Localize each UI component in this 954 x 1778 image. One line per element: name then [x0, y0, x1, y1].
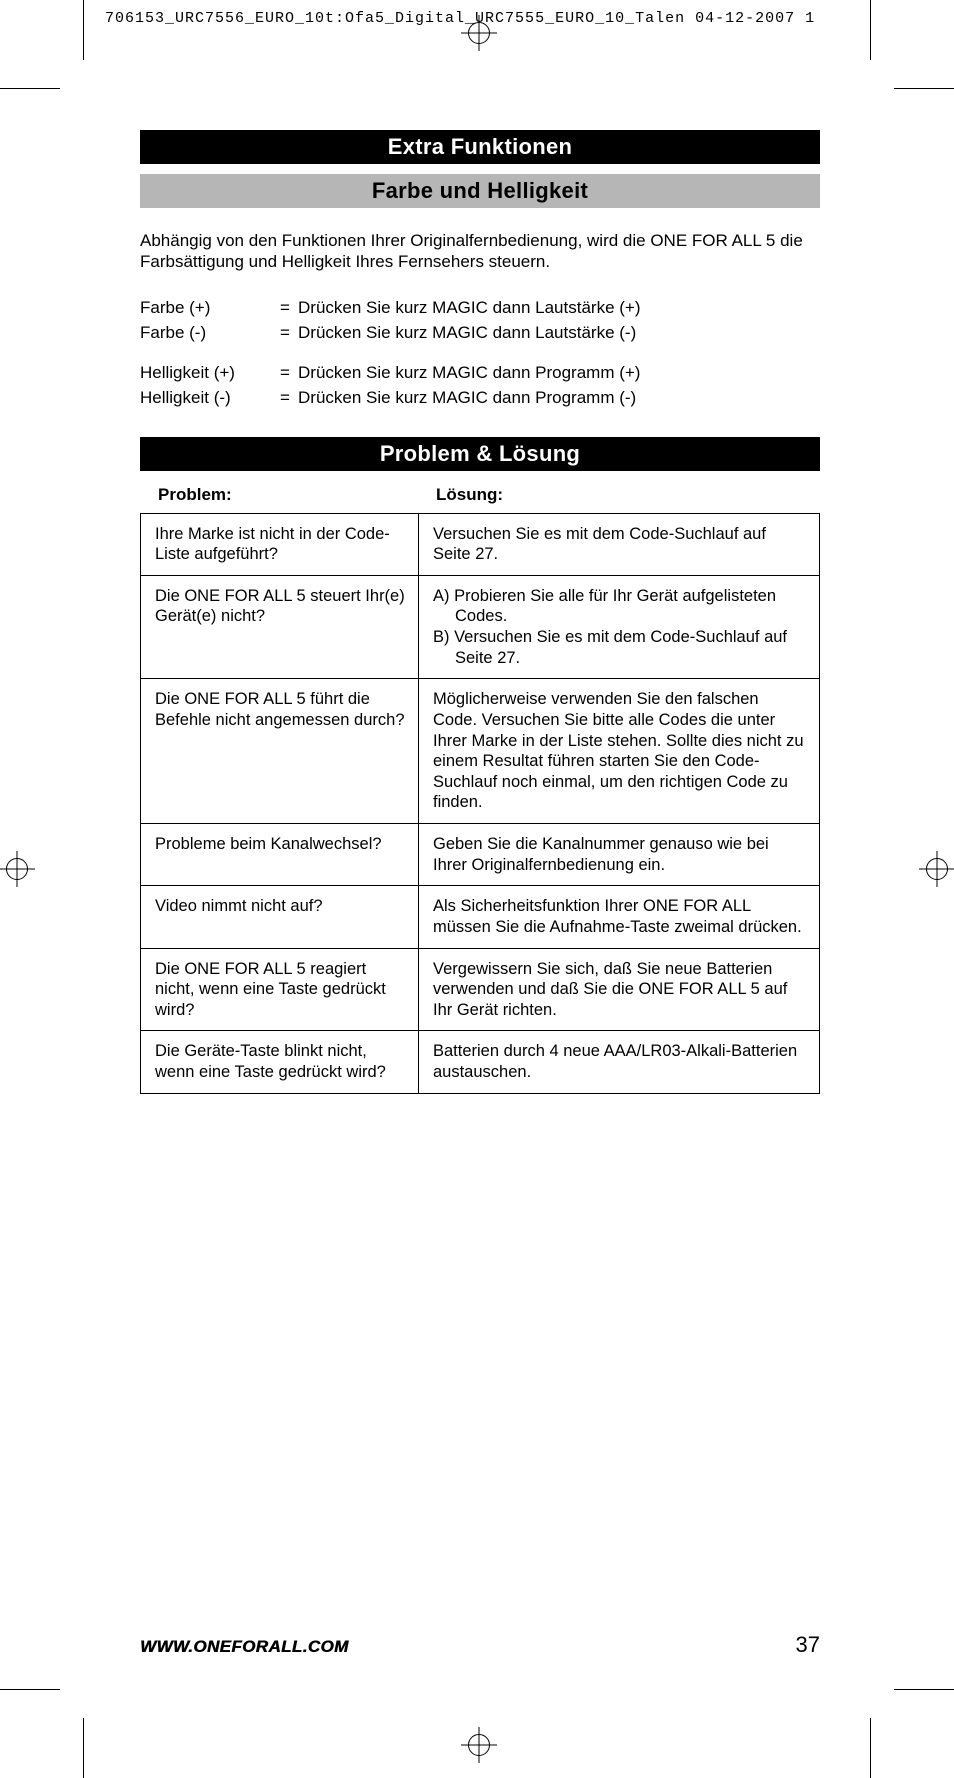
kv-key: Farbe (-): [140, 320, 280, 346]
cell-loesung: Als Sicherheitsfunktion Ihrer ONE FOR AL…: [419, 886, 820, 948]
crop-mark: [83, 0, 84, 60]
intro-paragraph: Abhängig von den Funktionen Ihrer Origin…: [140, 230, 820, 273]
table-row: Die ONE FOR ALL 5 führt die Befehle nich…: [141, 679, 820, 824]
registration-mark: [926, 858, 948, 880]
kv-value: Drücken Sie kurz MAGIC dann Programm (+): [298, 360, 820, 386]
list-item: A) Probieren Sie alle für Ihr Gerät aufg…: [433, 586, 807, 627]
table-row: Die ONE FOR ALL 5 steuert Ihr(e) Gerät(e…: [141, 575, 820, 679]
registration-mark: [6, 858, 28, 880]
cell-problem: Die ONE FOR ALL 5 reagiert nicht, wenn e…: [141, 948, 419, 1031]
page-number: 37: [796, 1632, 820, 1658]
table-row: Ihre Marke ist nicht in der Code-Liste a…: [141, 513, 820, 575]
table-row: Die ONE FOR ALL 5 reagiert nicht, wenn e…: [141, 948, 820, 1031]
cell-loesung: Möglicherweise verwenden Sie den falsche…: [419, 679, 820, 824]
registration-mark: [468, 22, 490, 44]
kv-key: Helligkeit (+): [140, 360, 280, 386]
kv-key: Farbe (+): [140, 295, 280, 321]
cell-problem: Probleme beim Kanalwechsel?: [141, 824, 419, 886]
table-header-problem: Problem:: [158, 485, 436, 505]
kv-equals: =: [280, 360, 298, 386]
registration-mark: [468, 1734, 490, 1756]
cell-loesung: Versuchen Sie es mit dem Code-Suchlauf a…: [419, 513, 820, 575]
cell-loesung: A) Probieren Sie alle für Ihr Gerät aufg…: [419, 575, 820, 679]
cell-loesung: Geben Sie die Kanalnummer genauso wie be…: [419, 824, 820, 886]
kv-equals: =: [280, 385, 298, 411]
cell-problem: Ihre Marke ist nicht in der Code-Liste a…: [141, 513, 419, 575]
cell-problem: Die ONE FOR ALL 5 führt die Befehle nich…: [141, 679, 419, 824]
table-row: Probleme beim Kanalwechsel? Geben Sie di…: [141, 824, 820, 886]
kv-equals: =: [280, 320, 298, 346]
kv-value: Drücken Sie kurz MAGIC dann Lautstärke (…: [298, 295, 820, 321]
kv-equals: =: [280, 295, 298, 321]
heading-extra-funktionen: Extra Funktionen: [140, 130, 820, 164]
crop-mark: [83, 1718, 84, 1778]
heading-farbe-helligkeit: Farbe und Helligkeit: [140, 174, 820, 208]
table-row: Video nimmt nicht auf? Als Sicherheitsfu…: [141, 886, 820, 948]
kv-value: Drücken Sie kurz MAGIC dann Lautstärke (…: [298, 320, 820, 346]
crop-mark: [0, 88, 60, 89]
key-value-block: Farbe (+) = Drücken Sie kurz MAGIC dann …: [140, 295, 820, 411]
cell-loesung: Batterien durch 4 neue AAA/LR03-Alkali-B…: [419, 1031, 820, 1093]
table-row: Die Geräte-Taste blinkt nicht, wenn eine…: [141, 1031, 820, 1093]
list-item: B) Versuchen Sie es mit dem Code-Suchlau…: [433, 627, 807, 668]
cell-loesung: Vergewissern Sie sich, daß Sie neue Batt…: [419, 948, 820, 1031]
crop-mark: [870, 1718, 871, 1778]
crop-mark: [870, 0, 871, 60]
cell-problem: Video nimmt nicht auf?: [141, 886, 419, 948]
kv-value: Drücken Sie kurz MAGIC dann Programm (-): [298, 385, 820, 411]
page-content: Extra Funktionen Farbe und Helligkeit Ab…: [140, 130, 820, 1094]
print-header: 706153_URC7556_EURO_10t:Ofa5_Digital_URC…: [105, 10, 924, 27]
cell-problem: Die Geräte-Taste blinkt nicht, wenn eine…: [141, 1031, 419, 1093]
footer-url: WWW.ONEFORALL.COM: [140, 1637, 349, 1657]
crop-mark: [894, 1689, 954, 1690]
crop-mark: [0, 1689, 60, 1690]
page-footer: WWW.ONEFORALL.COM 37: [140, 1632, 820, 1658]
crop-mark: [894, 88, 954, 89]
heading-problem-loesung: Problem & Lösung: [140, 437, 820, 471]
problem-loesung-section: Problem & Lösung Problem: Lösung: Ihre M…: [140, 437, 820, 1094]
table-header-loesung: Lösung:: [436, 485, 818, 505]
kv-key: Helligkeit (-): [140, 385, 280, 411]
cell-problem: Die ONE FOR ALL 5 steuert Ihr(e) Gerät(e…: [141, 575, 419, 679]
problem-solution-table: Ihre Marke ist nicht in der Code-Liste a…: [140, 513, 820, 1094]
